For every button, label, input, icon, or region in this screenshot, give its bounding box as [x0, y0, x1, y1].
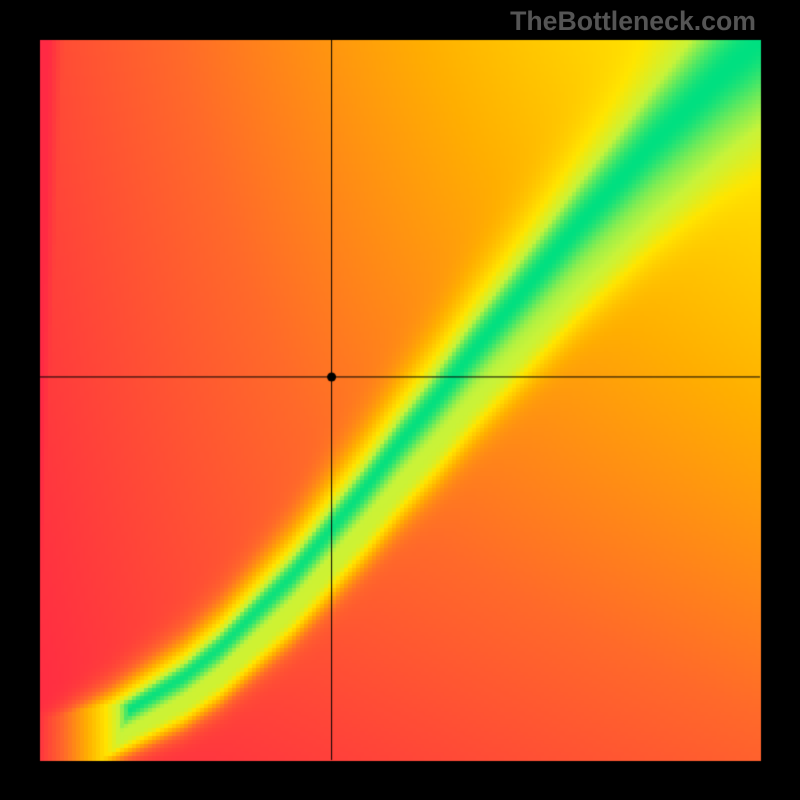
- bottleneck-heatmap: [0, 0, 800, 800]
- watermark-text: TheBottleneck.com: [510, 6, 756, 37]
